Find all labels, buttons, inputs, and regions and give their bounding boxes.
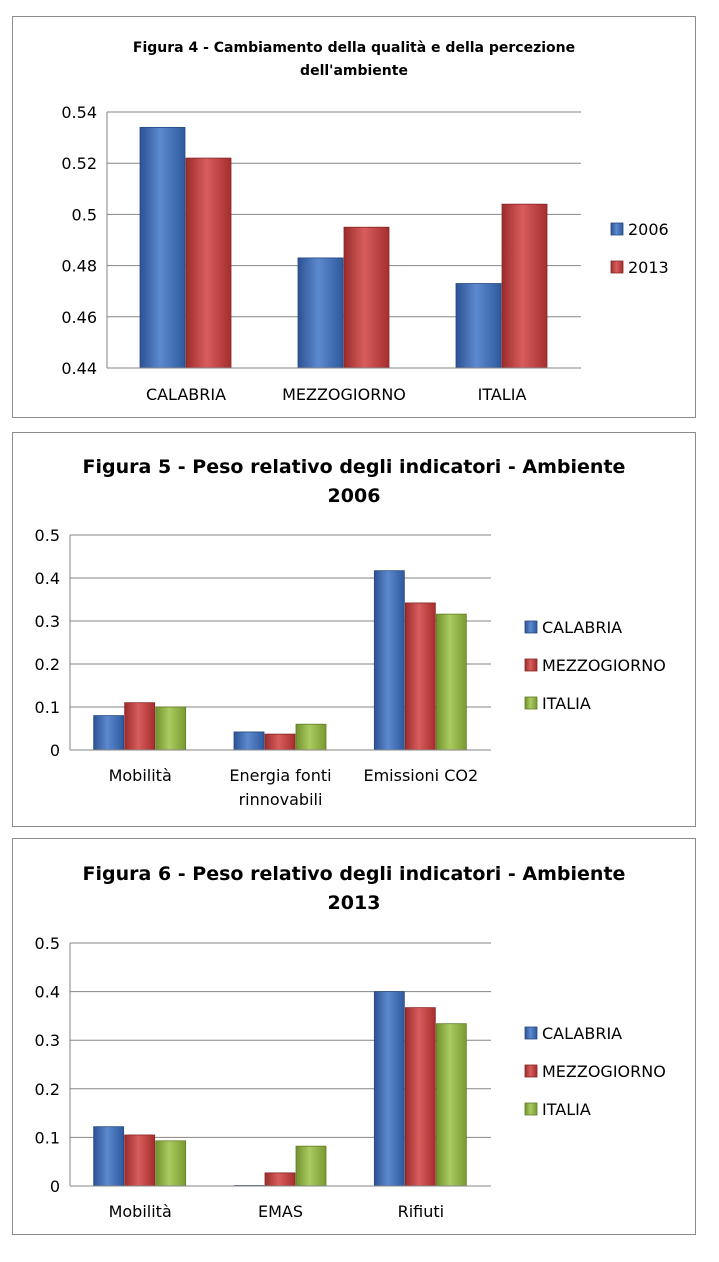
y-tick-label: 0.5 [35, 934, 60, 953]
bar-calabria-2 [373, 991, 405, 1187]
y-tick-label: 0.46 [61, 308, 97, 327]
y-tick-label: 0.5 [72, 205, 97, 224]
chart-figura-6: Figura 6 - Peso relativo degli indicator… [12, 838, 696, 1235]
bar-italia-0 [155, 1140, 187, 1187]
bar-italia-1 [295, 723, 327, 751]
bar-italia-2 [435, 1023, 467, 1187]
bar-2013-0 [185, 157, 232, 369]
bar-2013-2 [501, 203, 548, 369]
chart-title-line: 2013 [328, 892, 381, 914]
x-category-label: ITALIA [478, 385, 527, 404]
legend-swatch [610, 260, 624, 274]
x-category-label: Emissioni CO2 [363, 766, 478, 785]
bar-2006-1 [297, 257, 344, 369]
x-category-label: EMAS [258, 1202, 303, 1221]
y-tick-label: 0 [50, 1177, 60, 1196]
legend-label: CALABRIA [542, 618, 622, 637]
y-tick-label: 0 [50, 741, 60, 760]
x-category-label: CALABRIA [146, 385, 226, 404]
legend-label: ITALIA [542, 1100, 591, 1119]
legend-swatch [524, 1026, 538, 1040]
bar-mezzogiorno-2 [404, 1007, 436, 1187]
legend-swatch [524, 1102, 538, 1116]
bar-calabria-0 [93, 1126, 125, 1187]
legend-swatch [524, 620, 538, 634]
chart-title-line: dell'ambiente [300, 63, 408, 79]
y-tick-label: 0.4 [35, 983, 60, 1002]
bar-mezzogiorno-2 [404, 602, 436, 751]
legend-swatch [524, 1064, 538, 1078]
bar-italia-1 [295, 1145, 327, 1187]
bar-mezzogiorno-1 [264, 733, 296, 751]
bar-2006-0 [139, 126, 186, 369]
y-tick-label: 0.1 [35, 698, 60, 717]
chart-title-line: 2006 [328, 485, 381, 507]
legend-swatch [610, 222, 624, 236]
legend-label: 2006 [628, 220, 669, 239]
bar-italia-0 [155, 706, 187, 751]
y-tick-label: 0.44 [61, 359, 97, 378]
x-category-label: MEZZOGIORNO [282, 385, 406, 404]
x-category-label: Rifiuti [398, 1202, 445, 1221]
legend-swatch [524, 658, 538, 672]
legend-label: MEZZOGIORNO [542, 656, 666, 675]
legend-label: MEZZOGIORNO [542, 1062, 666, 1081]
bar-calabria-0 [93, 715, 125, 751]
bar-calabria-2 [373, 570, 405, 751]
chart-figura-5-svg: Figura 5 - Peso relativo degli indicator… [35, 456, 666, 809]
chart-figura-6-svg: Figura 6 - Peso relativo degli indicator… [35, 863, 666, 1221]
legend-label: ITALIA [542, 694, 591, 713]
x-category-label: rinnovabili [239, 790, 323, 809]
y-tick-label: 0.2 [35, 1080, 60, 1099]
chart-title-line: Figura 4 - Cambiamento della qualità e d… [133, 40, 575, 56]
y-tick-label: 0.4 [35, 569, 60, 588]
y-tick-label: 0.5 [35, 526, 60, 545]
y-tick-label: 0.48 [61, 257, 97, 276]
y-tick-label: 0.52 [61, 154, 97, 173]
y-tick-label: 0.3 [35, 1031, 60, 1050]
legend-label: 2013 [628, 258, 669, 277]
y-tick-label: 0.2 [35, 655, 60, 674]
chart-title-line: Figura 5 - Peso relativo degli indicator… [83, 456, 626, 478]
chart-figura-5: Figura 5 - Peso relativo degli indicator… [12, 432, 696, 827]
x-category-label: Mobilità [109, 766, 172, 785]
bar-2006-2 [455, 283, 502, 369]
bar-italia-2 [435, 613, 467, 751]
x-category-label: Energia fonti [229, 766, 331, 785]
bar-mezzogiorno-1 [264, 1172, 296, 1187]
chart-figura-4: Figura 4 - Cambiamento della qualità e d… [12, 16, 696, 418]
y-tick-label: 0.54 [61, 103, 97, 122]
bar-mezzogiorno-0 [124, 702, 156, 751]
bar-mezzogiorno-0 [124, 1134, 156, 1187]
y-tick-label: 0.3 [35, 612, 60, 631]
chart-title-line: Figura 6 - Peso relativo degli indicator… [83, 863, 626, 885]
legend-label: CALABRIA [542, 1024, 622, 1043]
bar-calabria-1 [233, 731, 265, 751]
legend-swatch [524, 696, 538, 710]
bar-2013-1 [343, 226, 390, 369]
y-tick-label: 0.1 [35, 1128, 60, 1147]
x-category-label: Mobilità [109, 1202, 172, 1221]
chart-figura-4-svg: Figura 4 - Cambiamento della qualità e d… [61, 40, 669, 404]
